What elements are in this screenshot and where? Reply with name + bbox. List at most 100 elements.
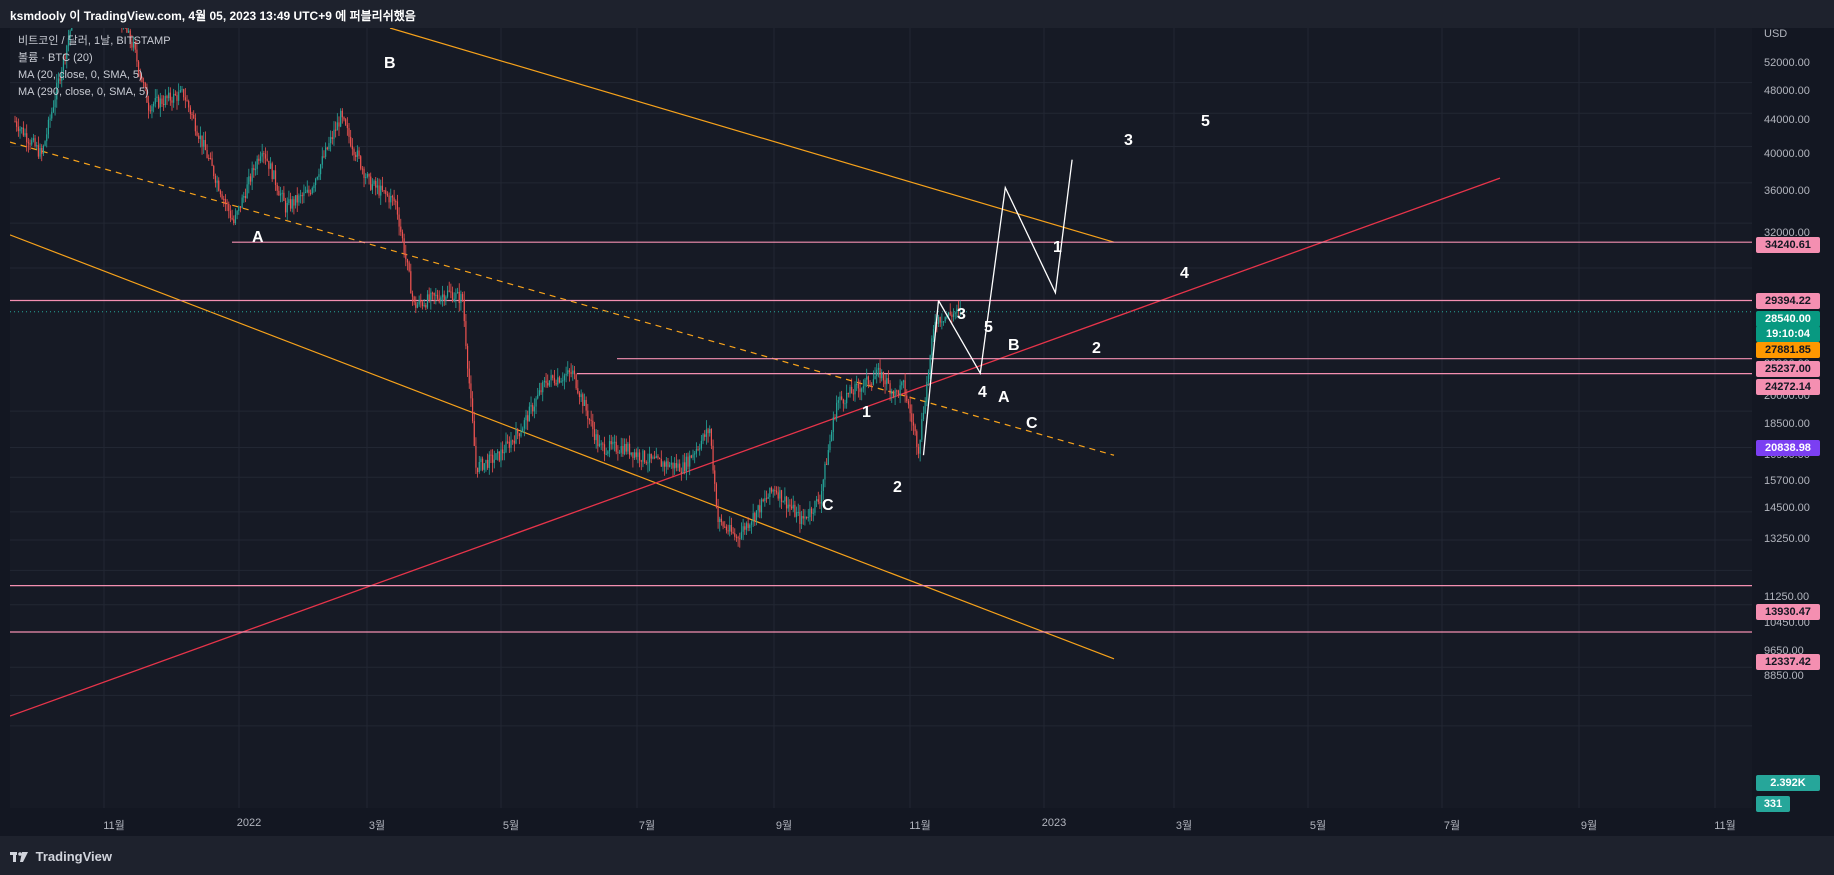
candle-body [876,369,878,377]
candle-body [659,457,661,459]
candle-body [829,440,831,451]
chart-legend: 비트코인 / 달러, 1날, BITSTAMP 볼륨 · BTC (20) MA… [18,33,171,101]
candle-body [802,516,804,519]
candle-body [348,128,350,137]
price-tick: 14500.00 [1764,502,1810,514]
candle-body [884,380,886,385]
time-tick: 5월 [502,820,520,832]
candle-body [226,202,228,204]
candle-body [737,537,739,539]
candle-body [463,299,465,322]
candle-body [573,370,576,375]
candle-body [26,133,28,143]
candle-body [892,391,895,397]
candle-body [224,199,227,203]
candle-body [360,156,362,169]
candle-body [24,133,26,136]
time-axis[interactable]: 11월 2022 3월 5월 7월 9월 11월 2023 3월 5월 7월 9… [10,808,1752,836]
candle-body [944,316,946,322]
candle-body [837,400,839,403]
candle-body [386,194,389,196]
candle-body [896,390,898,392]
candle-body [480,458,482,462]
candle-body [29,143,31,145]
candle-body [186,100,188,102]
title-bar: ksmdooly 이 TradingView.com, 4월 05, 2023 … [0,0,1834,28]
candle-body [289,199,292,209]
candle-body [647,462,649,464]
candle-body [393,197,395,202]
candle-body [649,453,651,463]
candle-body [849,386,851,394]
candle-body [325,147,327,157]
candle-body [320,164,322,175]
candle-body [293,199,295,206]
tradingview-logo[interactable]: TradingView [10,848,112,864]
candle-body [959,307,961,309]
candle-body [689,455,691,467]
candle-body [134,42,136,50]
legend-ma-290[interactable]: MA (290, close, 0, SMA, 5) [18,86,149,98]
candle-body [385,190,387,195]
candle-body [396,201,399,215]
candle-body [677,463,679,468]
wave-label: A [998,389,1010,406]
legend-symbol[interactable]: 비트코인 / 달러, 1날, BITSTAMP [18,35,171,47]
candle-body [891,391,893,394]
candle-body [213,165,215,177]
candle-body [405,253,407,260]
candle-body [543,380,545,383]
candle-body [366,174,368,178]
candle-body [700,440,702,449]
candle-body [847,392,849,394]
candle-body [780,490,783,502]
tradingview-logo-icon [10,851,28,862]
candle-body [181,89,183,91]
candle-body [744,526,746,530]
candle-body [356,150,358,158]
candle-body [161,98,163,104]
candle-body [759,505,761,513]
candle-body [557,377,559,385]
candle-body [411,293,414,297]
candle-body [168,92,170,99]
candle-body [637,452,639,457]
candle-body [729,525,731,532]
price-tick: 18500.00 [1764,418,1810,430]
candle-body [517,429,519,434]
candle-body [839,396,841,401]
legend-ma-20[interactable]: MA (20, close, 0, SMA, 5) [18,69,143,81]
candle-body [580,394,582,398]
candle-body [911,413,913,423]
candle-body [173,93,175,103]
wave-label: C [822,497,834,514]
candle-body [952,313,955,317]
candle-body [567,370,569,374]
candle-body [787,504,789,509]
wave-label: 5 [1201,113,1210,130]
candle-body [169,92,171,101]
candle-body [350,136,352,146]
candle-body [328,143,330,150]
candle-body [836,402,838,419]
candle-body [254,168,257,171]
wave-label: B [384,55,396,72]
candle-body [27,142,29,144]
candle-body [874,376,876,380]
candle-body [538,390,540,395]
candle-body [832,417,834,432]
candle-body [206,150,208,158]
candle-body [932,328,935,339]
candle-body [867,376,869,385]
candle-body [483,463,485,470]
price-axis[interactable]: USD 52000.00 48000.00 44000.00 40000.00 … [1752,28,1834,808]
candle-body [715,483,718,508]
candle-body [747,523,749,528]
candle-body [927,372,930,382]
candle-body [510,440,512,448]
legend-volume[interactable]: 볼륨 · BTC (20) [18,52,93,64]
candle-body [684,462,686,472]
candle-body [32,138,34,141]
